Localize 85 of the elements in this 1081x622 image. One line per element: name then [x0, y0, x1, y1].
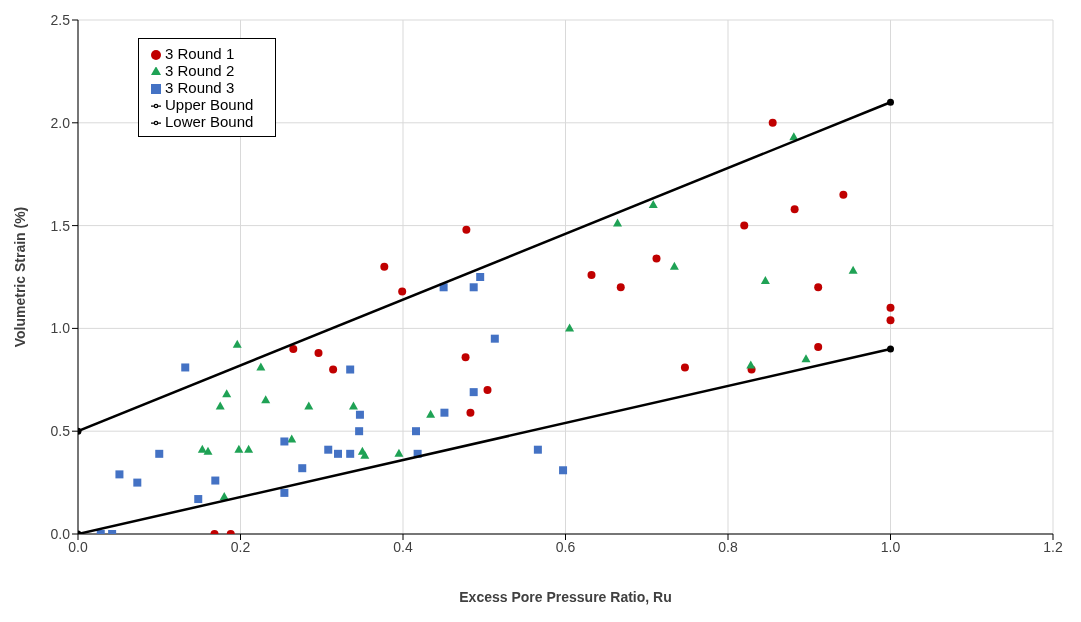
point [887, 98, 894, 106]
point [215, 401, 225, 410]
y-tick-label: 2.0 [50, 114, 71, 131]
y-tick-label: 0.0 [50, 525, 71, 542]
x-tick-label: 1.0 [880, 538, 901, 555]
point [355, 410, 364, 419]
y-axis-title: Volumetric Strain (%) [11, 206, 28, 348]
point [394, 448, 404, 457]
point [426, 409, 436, 418]
point [380, 262, 389, 271]
point [357, 446, 367, 455]
point [476, 273, 485, 281]
point [466, 408, 475, 417]
point [814, 342, 823, 351]
point [814, 283, 823, 292]
point [839, 190, 848, 199]
point [232, 339, 242, 348]
point [533, 445, 542, 454]
point [181, 363, 190, 372]
legend-label: Upper Bound [165, 96, 254, 113]
x-tick-label: 1.2 [1043, 538, 1063, 555]
point [298, 464, 307, 473]
point [559, 466, 568, 475]
legend-label: 3 Round 2 [165, 62, 235, 79]
point [616, 283, 625, 292]
point [760, 276, 770, 285]
point [680, 363, 689, 372]
point [133, 478, 142, 487]
point [483, 386, 492, 395]
point [115, 470, 124, 479]
point [790, 205, 799, 214]
x-tick-label: 0.4 [393, 538, 413, 555]
point [469, 283, 478, 292]
point [587, 270, 596, 279]
point [669, 261, 679, 270]
point [740, 221, 749, 230]
point [222, 389, 232, 398]
point [234, 444, 244, 453]
y-tick-label: 0.5 [50, 423, 71, 440]
point [211, 476, 220, 485]
point [412, 427, 420, 436]
point [324, 445, 333, 454]
point [648, 200, 658, 209]
x-tick-label: 0.0 [68, 538, 88, 555]
point [490, 334, 499, 343]
point [346, 449, 355, 458]
x-tick-label: 0.8 [718, 538, 738, 555]
legend-label: Lower Bound [165, 113, 254, 130]
point [194, 495, 203, 504]
point [886, 303, 895, 312]
point [329, 365, 338, 374]
point [289, 344, 298, 353]
y-tick-label: 2.5 [50, 11, 71, 28]
point [203, 446, 213, 455]
point [613, 218, 622, 227]
point [398, 287, 407, 296]
point [886, 316, 895, 325]
point [801, 354, 811, 363]
x-tick-label: 0.6 [555, 538, 576, 555]
point [462, 225, 471, 234]
point [261, 395, 271, 404]
x-tick-label: 0.2 [230, 538, 251, 555]
point [244, 444, 254, 453]
point [469, 388, 478, 397]
point [461, 353, 470, 362]
point [280, 437, 289, 446]
point [887, 345, 894, 353]
point [304, 401, 314, 410]
point [334, 449, 342, 458]
point [314, 349, 323, 358]
point [348, 401, 358, 410]
legend-label: 3 Round 1 [165, 45, 235, 62]
y-tick-label: 1.5 [50, 217, 71, 234]
point [768, 118, 777, 127]
point [280, 488, 289, 497]
point [355, 427, 364, 436]
point [440, 408, 449, 417]
point [346, 365, 355, 374]
point [197, 444, 207, 453]
x-axis-title: Excess Pore Pressure Ratio, Ru [459, 588, 672, 605]
legend-label: 3 Round 3 [165, 79, 235, 96]
point [652, 254, 661, 263]
point [155, 449, 164, 458]
point [848, 265, 858, 274]
y-tick-label: 1.0 [50, 320, 71, 337]
